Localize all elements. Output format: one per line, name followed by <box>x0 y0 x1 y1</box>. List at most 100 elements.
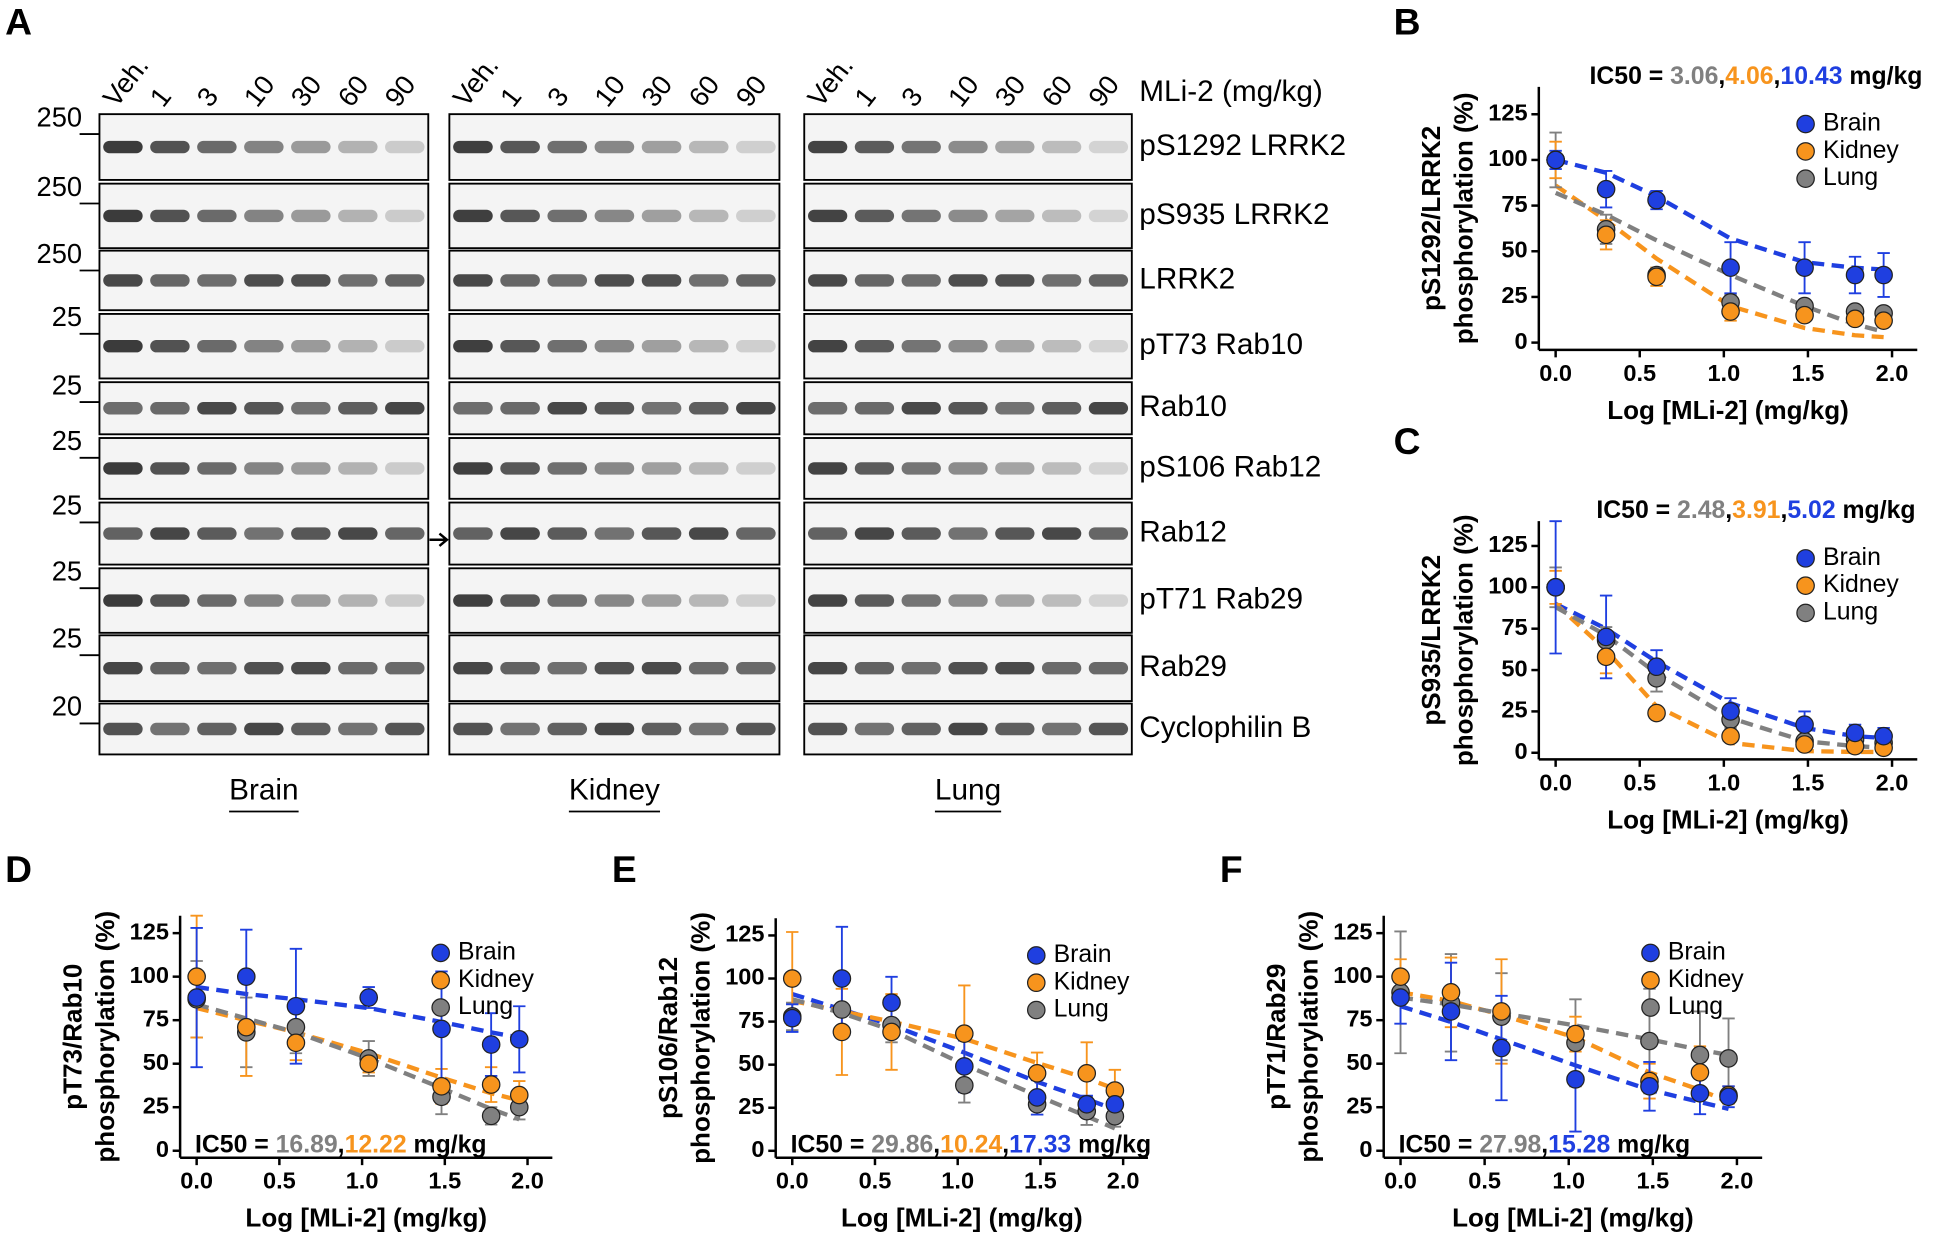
data-point <box>432 1077 451 1096</box>
data-point <box>1105 1094 1125 1114</box>
blot-band <box>103 209 143 223</box>
data-point <box>1027 1063 1047 1083</box>
legend-marker <box>1796 169 1815 188</box>
blot-band <box>453 402 493 415</box>
y-tick-label: 100 <box>1488 145 1527 171</box>
ic50-value: 3.91 <box>1732 497 1780 524</box>
blot-band <box>150 722 190 736</box>
x-tick-label: 1.0 <box>346 1168 379 1194</box>
y-tick-label: 0 <box>1515 328 1528 354</box>
blot-band <box>807 140 848 154</box>
blot-band <box>594 527 635 540</box>
blot-band <box>338 661 378 675</box>
blot-band <box>688 722 729 736</box>
data-point <box>1874 265 1893 285</box>
y-tick-label: 100 <box>130 962 169 988</box>
x-tick-label: 1.0 <box>1707 769 1740 795</box>
blot-band <box>244 140 284 154</box>
y-axis-label: pS106/Rab12 <box>653 957 683 1119</box>
y-tick-label: 100 <box>1333 962 1372 988</box>
ic50-label: IC50 = <box>791 1131 865 1158</box>
x-axis-label: Log [MLi-2] (mg/kg) <box>1607 395 1849 425</box>
blot-band <box>385 339 425 353</box>
y-tick-label: 0 <box>156 1136 169 1162</box>
blot-band <box>948 661 988 675</box>
blot-band <box>854 527 895 540</box>
x-tick-label: 2.0 <box>511 1168 544 1194</box>
blot-band <box>291 722 331 736</box>
ic50-label: IC50 = <box>195 1131 269 1158</box>
lane-label: 3 <box>190 81 224 112</box>
blot-band <box>901 209 941 223</box>
data-point <box>832 1022 852 1042</box>
legend-marker <box>1641 943 1660 963</box>
blot-band <box>338 462 378 475</box>
blot-band <box>197 722 237 736</box>
lane-label: 90 <box>378 69 421 112</box>
legend-label: Brain <box>1823 110 1881 137</box>
blot-band <box>453 339 493 353</box>
x-tick-label: 0.0 <box>776 1168 809 1194</box>
blot-band <box>641 661 682 675</box>
data-point <box>1721 702 1740 721</box>
blot-band <box>500 527 540 540</box>
data-point <box>1027 1088 1047 1107</box>
tissue-label: Brain <box>229 774 299 807</box>
data-point <box>481 1106 501 1126</box>
data-point <box>1391 967 1410 986</box>
blot-band <box>291 402 331 415</box>
blot-band <box>594 722 635 736</box>
data-point <box>359 1054 379 1074</box>
blot-band <box>948 209 988 223</box>
ic50-value: 27.98 <box>1479 1131 1541 1158</box>
data-point <box>1647 267 1666 287</box>
y-tick-label: 50 <box>738 1050 764 1076</box>
blot-band <box>1041 722 1082 736</box>
blot-band <box>688 209 729 223</box>
row-label: Rab29 <box>1139 650 1227 683</box>
blot-band <box>500 594 540 607</box>
panel-label: A <box>5 1 32 43</box>
blot-band <box>103 402 143 415</box>
row-label: Rab10 <box>1139 390 1227 423</box>
blot-band <box>641 462 682 475</box>
x-tick-label: 1.5 <box>1792 360 1825 386</box>
blot-band <box>197 594 237 607</box>
legend-marker <box>1796 114 1815 134</box>
data-point <box>955 1076 974 1095</box>
blot-band <box>453 140 493 154</box>
blot-band <box>547 594 588 607</box>
y-axis-label: pS1292/LRRK2 <box>1416 126 1446 311</box>
blot-band <box>385 527 425 540</box>
ic50-separator: , <box>1780 497 1787 524</box>
legend-marker <box>1026 946 1046 965</box>
blot-band <box>291 527 331 540</box>
legend-marker <box>431 970 450 990</box>
blot-band <box>807 209 848 223</box>
blot-band <box>948 594 988 607</box>
blot-band <box>688 462 729 475</box>
x-tick-label: 0.0 <box>1384 1168 1417 1194</box>
blot-band <box>854 140 895 154</box>
ic50-unit: mg/kg <box>414 1131 487 1158</box>
blot-band <box>854 274 895 287</box>
data-point <box>1845 723 1865 743</box>
legend-marker <box>1796 603 1815 623</box>
blot-band <box>1041 140 1082 154</box>
y-tick-label: 25 <box>143 1092 169 1118</box>
blot-band <box>197 527 237 540</box>
data-point <box>1441 983 1461 1002</box>
marker-label: 25 <box>52 490 82 521</box>
blot-band <box>901 661 941 675</box>
blot-band <box>641 527 682 540</box>
marker-label: 25 <box>52 555 82 586</box>
blot-band <box>547 274 588 287</box>
legend-label: Lung <box>1668 993 1723 1020</box>
blot-band <box>338 722 378 736</box>
data-point <box>1566 1024 1585 1044</box>
legend-label: Kidney <box>1668 966 1744 993</box>
blot-band <box>103 140 143 154</box>
blot-band <box>197 140 237 154</box>
legend-marker <box>1796 576 1815 595</box>
